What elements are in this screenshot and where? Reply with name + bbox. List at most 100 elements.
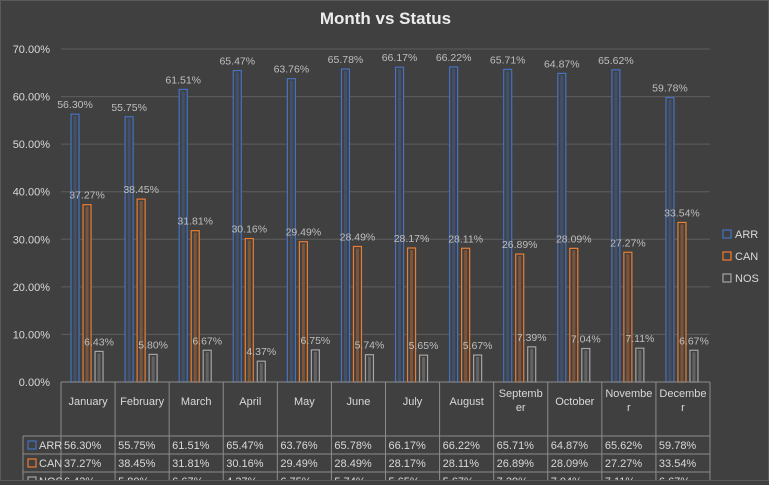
table-cell: 61.51% [172, 440, 210, 452]
data-label: 7.11% [625, 333, 654, 345]
data-label: 28.09% [556, 233, 592, 245]
data-label: 38.45% [123, 184, 159, 196]
table-legend-key [27, 440, 37, 450]
data-label: 4.37% [246, 346, 276, 358]
bar-fill-can [464, 250, 468, 382]
table-cell: 4.37% [226, 476, 257, 480]
legend-entry: NOS [735, 273, 759, 285]
table-cell: 26.89% [497, 458, 535, 470]
table-legend-key [27, 458, 37, 468]
table-cell: 30.16% [226, 458, 264, 470]
bar-fill-nos [97, 353, 101, 382]
table-cell: 5.74% [334, 476, 365, 480]
table-cell: 65.62% [605, 440, 643, 452]
table-cell: 65.71% [497, 440, 535, 452]
bar-fill-arr [343, 71, 347, 383]
legend-key [722, 229, 732, 239]
data-label: 33.54% [664, 207, 700, 219]
data-label: 65.78% [328, 54, 364, 66]
bar-fill-nos [692, 352, 696, 382]
data-label: 64.87% [544, 58, 580, 70]
table-cell: 28.17% [389, 458, 427, 470]
table-cell: 56.30% [64, 440, 102, 452]
x-tick-label: Decembe [659, 388, 706, 400]
bar-fill-can [572, 250, 576, 382]
y-tick-label: 50.00% [13, 139, 51, 151]
data-label: 5.65% [409, 340, 439, 352]
legend-key [722, 251, 732, 261]
data-label: 61.51% [165, 74, 201, 86]
x-tick-label: February [120, 396, 165, 408]
x-tick-label: March [181, 396, 212, 408]
table-cell: 33.54% [659, 458, 697, 470]
data-label: 30.16% [231, 224, 267, 236]
bar-fill-nos [584, 350, 588, 382]
table-cell: 7.11% [605, 476, 636, 480]
x-tick-label: July [403, 396, 423, 408]
data-label: 31.81% [177, 216, 213, 228]
bar-fill-arr [560, 75, 564, 382]
bar-fill-can [85, 206, 89, 382]
data-label: 28.17% [394, 233, 430, 245]
bar-fill-can [355, 248, 359, 382]
x-tick-label: January [68, 396, 108, 408]
table-cell: 27.27% [605, 458, 643, 470]
bar-fill-can [680, 224, 684, 382]
bar-fill-nos [422, 357, 426, 382]
y-tick-label: 30.00% [13, 234, 51, 246]
data-label: 55.75% [111, 102, 147, 114]
data-label: 59.78% [652, 83, 688, 95]
x-tick-label: October [555, 396, 594, 408]
table-cell: 66.17% [389, 440, 427, 452]
bar-fill-can [518, 256, 522, 382]
table-cell: 6.67% [659, 476, 690, 480]
y-tick-label: 0.00% [19, 377, 50, 389]
chart-title: Month vs Status [319, 9, 452, 28]
table-cell: 28.11% [443, 458, 480, 470]
data-label: 6.75% [300, 335, 330, 347]
bar-fill-nos [476, 357, 480, 382]
table-cell: 28.49% [334, 458, 372, 470]
bar-fill-can [301, 243, 305, 382]
bar-fill-arr [506, 71, 510, 382]
bar-fill-nos [313, 351, 317, 382]
bar-fill-nos [638, 350, 642, 382]
data-label: 56.30% [57, 99, 93, 111]
y-tick-label: 70.00% [13, 44, 51, 56]
data-label: 29.49% [286, 227, 322, 239]
table-cell: 5.65% [389, 476, 420, 480]
bar-fill-nos [367, 356, 371, 382]
data-label: 26.89% [502, 239, 538, 251]
table-cell: 29.49% [280, 458, 318, 470]
table-row-header: ARR [39, 440, 62, 452]
table-cell: 6.75% [280, 476, 311, 480]
table-row-header: NOS [39, 476, 63, 480]
data-label: 7.39% [517, 332, 547, 344]
table-cell: 37.27% [64, 458, 102, 470]
table-cell: 59.78% [659, 440, 697, 452]
x-tick-label: May [294, 396, 315, 408]
data-label: 6.67% [192, 335, 222, 347]
y-tick-label: 20.00% [13, 282, 51, 294]
data-label: 63.76% [274, 64, 310, 76]
bar-fill-arr [614, 71, 618, 382]
table-cell: 5.67% [443, 476, 474, 480]
x-tick-label: r [627, 402, 631, 414]
x-tick-label: Septemb [499, 388, 543, 400]
bar-fill-nos [259, 363, 263, 382]
table-cell: 64.87% [551, 440, 589, 452]
table-cell: 5.80% [118, 476, 149, 480]
table-cell: 7.39% [497, 476, 528, 480]
data-label: 5.67% [463, 340, 493, 352]
data-label: 28.11% [448, 233, 483, 245]
data-label: 5.80% [138, 339, 168, 351]
table-cell: 55.75% [118, 440, 156, 452]
data-label: 66.22% [436, 52, 472, 64]
bar-fill-arr [289, 80, 293, 382]
data-label: 27.27% [610, 237, 646, 249]
bar-fill-arr [127, 118, 131, 383]
table-cell: 31.81% [172, 458, 210, 470]
bar-fill-nos [530, 348, 534, 382]
